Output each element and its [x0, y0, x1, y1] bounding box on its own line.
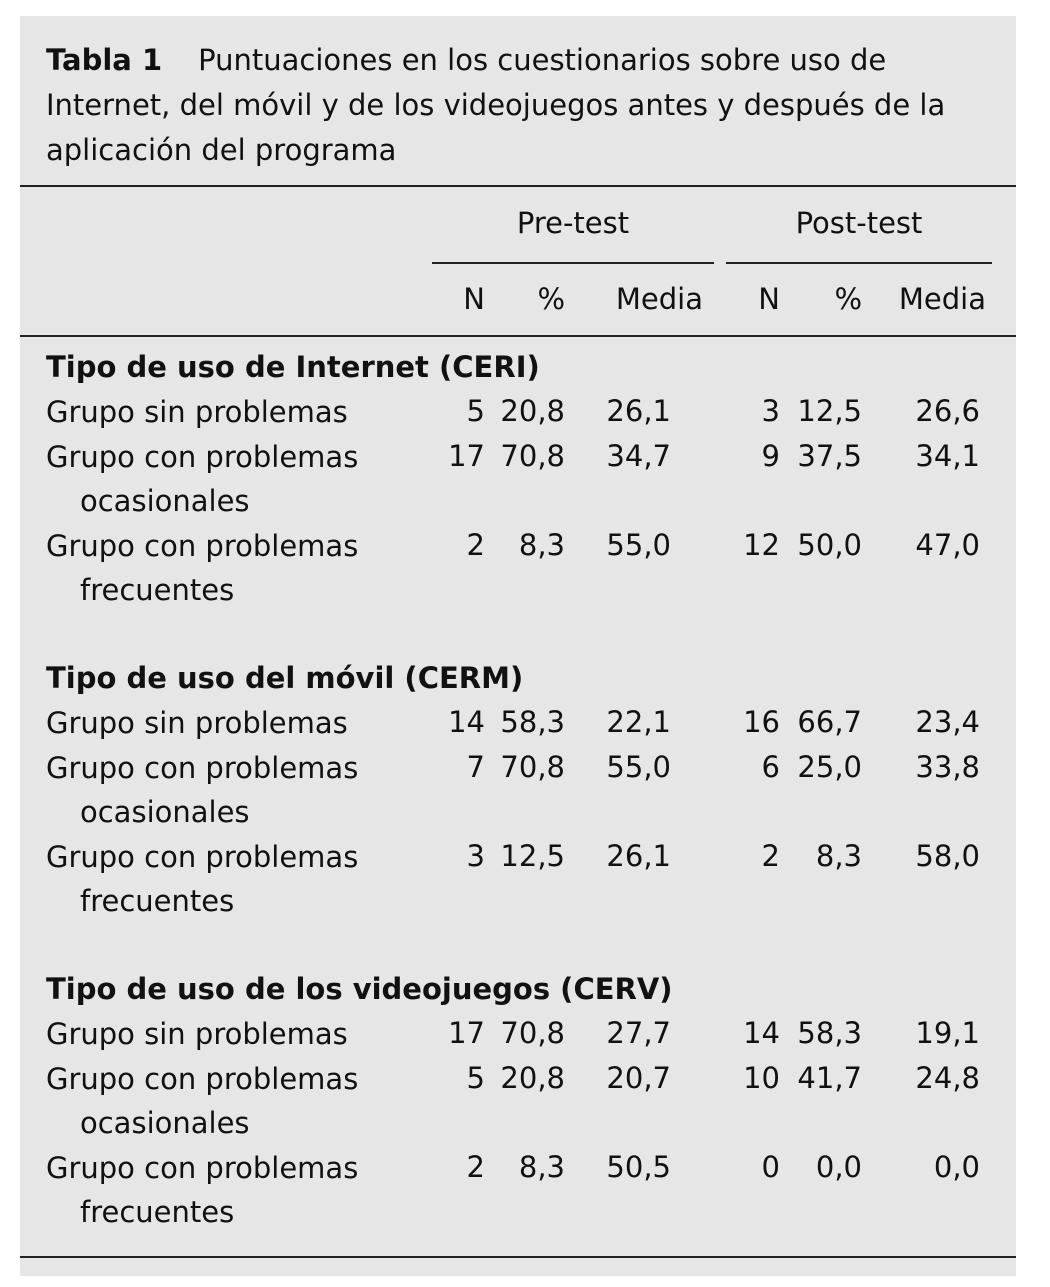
cell-media-post: 26,6: [915, 394, 980, 428]
row-label: Grupo con problemas frecuentes: [46, 524, 358, 612]
group-header-posttest: Post-test: [795, 206, 923, 240]
cell-pct-post: 37,5: [797, 439, 862, 473]
cell-n-post: 6: [761, 750, 780, 784]
cell-media-pre: 55,0: [606, 528, 671, 562]
row-label-text: Grupo con problemas: [46, 440, 359, 474]
cell-pct-pre: 20,8: [500, 394, 565, 428]
cell-pct-pre: 70,8: [500, 439, 565, 473]
cell-media-pre: 20,7: [606, 1061, 671, 1095]
header-rule: [20, 335, 1016, 337]
table-title: Puntuaciones en los cuestionarios sobre …: [46, 43, 946, 167]
cell-media-pre: 34,7: [606, 439, 671, 473]
top-rule: [20, 185, 1016, 187]
col-header-n-post: N: [758, 282, 780, 316]
col-header-media-pre: Media: [615, 282, 703, 316]
cell-pct-pre: 8,3: [518, 1150, 565, 1184]
cell-n-post: 3: [761, 394, 780, 428]
cell-media-pre: 26,1: [606, 394, 671, 428]
col-header-n-pre: N: [463, 282, 485, 316]
col-header-media-post: Media: [898, 282, 986, 316]
row-label-text: Grupo sin problemas: [46, 706, 348, 740]
cell-media-post: 58,0: [915, 839, 980, 873]
row-label: Grupo con problemas ocasionales: [46, 746, 358, 834]
cell-n-pre: 14: [448, 705, 485, 739]
row-label-continuation: ocasionales: [80, 484, 250, 518]
cell-media-pre: 27,7: [606, 1016, 671, 1050]
cell-media-pre: 22,1: [606, 705, 671, 739]
cell-pct-pre: 70,8: [500, 1016, 565, 1050]
table-caption: Tabla 1 Puntuaciones en los cuestionarios…: [46, 38, 986, 173]
cell-n-post: 2: [761, 839, 780, 873]
cell-pct-post: 12,5: [797, 394, 862, 428]
cell-n-pre: 5: [466, 394, 485, 428]
cell-pct-post: 66,7: [797, 705, 862, 739]
row-label: Grupo con problemas frecuentes: [46, 1146, 358, 1234]
cell-media-post: 24,8: [915, 1061, 980, 1095]
row-label: Grupo con problemas ocasionales: [46, 1057, 358, 1145]
row-label-text: Grupo con problemas: [46, 840, 359, 874]
pretest-rule: [432, 262, 714, 264]
row-label-continuation: frecuentes: [80, 884, 235, 918]
row-label-text: Grupo con problemas: [46, 751, 359, 785]
cell-pct-pre: 58,3: [500, 705, 565, 739]
row-label-continuation: ocasionales: [80, 1106, 250, 1140]
cell-n-post: 9: [761, 439, 780, 473]
row-label-continuation: frecuentes: [80, 1195, 235, 1229]
cell-n-post: 0: [761, 1150, 780, 1184]
col-header-pct-pre: %: [537, 282, 565, 316]
cell-pct-pre: 70,8: [500, 750, 565, 784]
row-label: Grupo con problemas ocasionales: [46, 435, 358, 523]
cell-pct-post: 41,7: [797, 1061, 862, 1095]
cell-pct-post: 25,0: [797, 750, 862, 784]
cell-n-pre: 2: [466, 1150, 485, 1184]
section-title: Tipo de uso del móvil (CERM): [46, 661, 524, 695]
row-label-continuation: frecuentes: [80, 573, 235, 607]
row-label-text: Grupo con problemas: [46, 1151, 359, 1185]
cell-n-post: 16: [743, 705, 780, 739]
cell-n-post: 14: [743, 1016, 780, 1050]
row-label-continuation: ocasionales: [80, 795, 250, 829]
bottom-rule: [20, 1256, 1016, 1258]
row-label: Grupo sin problemas: [46, 701, 348, 745]
cell-pct-post: 8,3: [815, 839, 862, 873]
cell-n-pre: 3: [466, 839, 485, 873]
cell-media-post: 47,0: [915, 528, 980, 562]
table-panel: Tabla 1 Puntuaciones en los cuestionarios…: [20, 16, 1016, 1276]
cell-pct-post: 50,0: [797, 528, 862, 562]
row-label-text: Grupo con problemas: [46, 1062, 359, 1096]
section-title: Tipo de uso de Internet (CERI): [46, 350, 540, 384]
cell-media-post: 23,4: [915, 705, 980, 739]
cell-n-post: 12: [743, 528, 780, 562]
cell-pct-pre: 8,3: [518, 528, 565, 562]
row-label-text: Grupo sin problemas: [46, 395, 348, 429]
cell-pct-post: 58,3: [797, 1016, 862, 1050]
cell-media-pre: 50,5: [606, 1150, 671, 1184]
cell-n-post: 10: [743, 1061, 780, 1095]
cell-pct-post: 0,0: [815, 1150, 862, 1184]
row-label: Grupo sin problemas: [46, 1012, 348, 1056]
cell-media-post: 34,1: [915, 439, 980, 473]
cell-pct-pre: 12,5: [500, 839, 565, 873]
col-header-pct-post: %: [834, 282, 862, 316]
section-title: Tipo de uso de los videojuegos (CERV): [46, 972, 673, 1006]
cell-n-pre: 2: [466, 528, 485, 562]
row-label-text: Grupo sin problemas: [46, 1017, 348, 1051]
cell-media-post: 19,1: [915, 1016, 980, 1050]
cell-media-post: 33,8: [915, 750, 980, 784]
cell-n-pre: 17: [448, 1016, 485, 1050]
cell-media-pre: 26,1: [606, 839, 671, 873]
cell-n-pre: 17: [448, 439, 485, 473]
table-label: Tabla 1: [46, 43, 163, 77]
cell-n-pre: 7: [466, 750, 485, 784]
cell-pct-pre: 20,8: [500, 1061, 565, 1095]
cell-n-pre: 5: [466, 1061, 485, 1095]
group-header-pretest: Pre-test: [516, 206, 630, 240]
cell-media-post: 0,0: [933, 1150, 980, 1184]
row-label: Grupo con problemas frecuentes: [46, 835, 358, 923]
posttest-rule: [726, 262, 992, 264]
row-label: Grupo sin problemas: [46, 390, 348, 434]
row-label-text: Grupo con problemas: [46, 529, 359, 563]
cell-media-pre: 55,0: [606, 750, 671, 784]
